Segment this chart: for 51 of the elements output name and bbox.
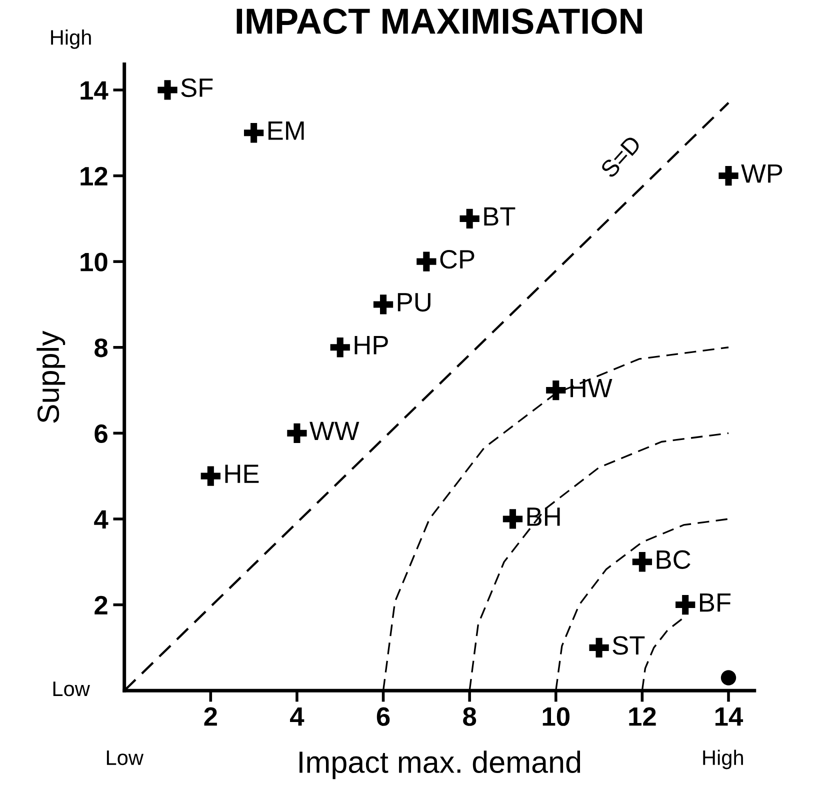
data-label: HP <box>354 336 388 354</box>
y-tick-label: 10 <box>80 252 108 272</box>
y-tick-label: 8 <box>94 338 108 358</box>
x-tick-label: 14 <box>715 708 744 726</box>
y-tick-label: 12 <box>80 166 108 186</box>
point <box>546 380 566 400</box>
point <box>720 670 736 686</box>
text: High <box>703 750 743 770</box>
data-label: BH <box>527 508 560 526</box>
data-label: HW <box>570 378 612 398</box>
point <box>502 509 523 529</box>
point <box>200 466 220 486</box>
data-label: HE <box>225 464 259 483</box>
point <box>287 423 307 443</box>
chart-title: IMPACT MAXIMISATION <box>236 8 642 34</box>
x-tick-label: 12 <box>629 707 656 726</box>
x-tick-label: 2 <box>204 707 217 726</box>
point <box>373 294 394 314</box>
data-label: BT <box>484 207 516 226</box>
y-axis-title: Supply <box>36 330 66 423</box>
point <box>632 552 652 572</box>
data-label: SF <box>181 78 213 98</box>
data-label: ST <box>612 636 645 655</box>
point <box>158 80 178 100</box>
x-tick-label: 4 <box>290 708 304 726</box>
point <box>718 166 738 186</box>
x-tick-label: 6 <box>376 707 390 726</box>
data-label: CP <box>440 250 474 269</box>
data-label: PU <box>398 293 430 312</box>
data-label: WP <box>741 164 782 183</box>
text: S=D <box>600 134 642 179</box>
x-axis-title: Impact max. demand <box>300 750 580 780</box>
point <box>330 338 350 358</box>
point <box>460 208 480 228</box>
y-tick-label: 6 <box>94 424 108 443</box>
y-tick-label: 14 <box>80 81 108 100</box>
text: High <box>51 29 91 49</box>
y-tick-label: 2 <box>94 596 108 614</box>
point <box>244 123 264 143</box>
data-label: EM <box>268 122 304 140</box>
point <box>416 252 436 272</box>
y-tick-label: 4 <box>94 510 108 529</box>
point <box>589 638 609 658</box>
point <box>676 594 696 615</box>
data-label: BC <box>656 550 690 569</box>
x-tick-label: 10 <box>542 707 570 726</box>
data-label: WW <box>310 422 360 440</box>
data-label: BF <box>700 593 731 612</box>
text: Low <box>106 750 144 766</box>
x-tick-label: 8 <box>463 707 476 726</box>
text: Low <box>53 682 90 696</box>
